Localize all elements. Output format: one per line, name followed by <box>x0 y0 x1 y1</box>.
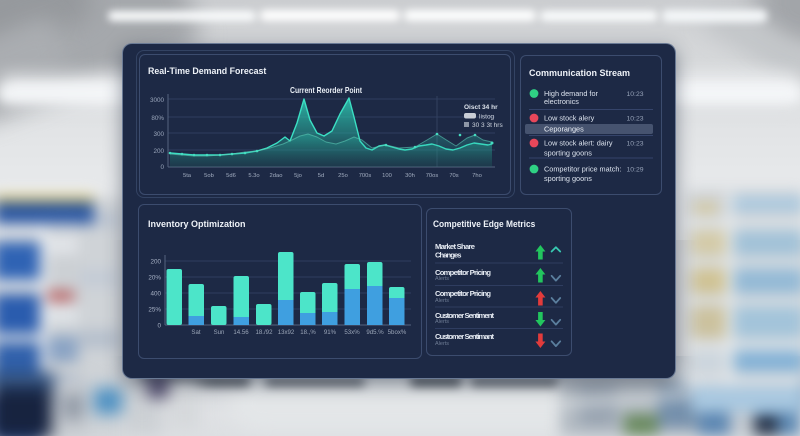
svg-text:Changes: Changes <box>435 251 462 260</box>
svg-text:5ob: 5ob <box>204 173 214 179</box>
svg-text:5box%: 5box% <box>388 329 407 336</box>
svg-text:25o: 25o <box>338 173 348 179</box>
svg-text:30 3 3t hrs: 30 3 3t hrs <box>472 122 503 129</box>
svg-text:5ta: 5ta <box>183 173 192 179</box>
svg-text:300: 300 <box>153 131 164 138</box>
svg-text:400: 400 <box>150 291 161 298</box>
svg-text:80%: 80% <box>151 115 164 122</box>
svg-text:14.56: 14.56 <box>233 329 249 336</box>
svg-text:Alerts: Alerts <box>435 298 449 304</box>
svg-text:High demand for: High demand for <box>544 89 599 98</box>
svg-text:700s: 700s <box>359 173 372 179</box>
svg-text:200: 200 <box>150 259 161 266</box>
svg-text:Alerts: Alerts <box>435 276 449 282</box>
svg-text:Alerts: Alerts <box>435 319 449 325</box>
svg-text:5.3o: 5.3o <box>248 173 259 179</box>
svg-text:70s: 70s <box>449 173 458 179</box>
svg-text:Competitor Pricing: Competitor Pricing <box>435 289 491 298</box>
svg-text:0: 0 <box>157 323 161 330</box>
svg-text:Competitor Pricing: Competitor Pricing <box>435 268 491 277</box>
svg-text:Current Reorder Point: Current Reorder Point <box>290 86 362 95</box>
svg-text:Sat: Sat <box>191 329 200 336</box>
svg-text:30h: 30h <box>405 173 415 179</box>
svg-text:sporting goons: sporting goons <box>544 149 592 158</box>
svg-text:5d: 5d <box>318 173 324 179</box>
svg-text:electronics: electronics <box>544 97 579 106</box>
svg-text:Low stock alert: dairy: Low stock alert: dairy <box>544 139 613 148</box>
svg-text:Ceporanges: Ceporanges <box>544 125 584 134</box>
svg-text:10:29: 10:29 <box>627 167 644 174</box>
svg-text:Sun: Sun <box>214 329 225 336</box>
svg-text:200: 200 <box>153 148 164 155</box>
svg-text:Competitor price match:: Competitor price match: <box>544 165 621 174</box>
svg-text:sporting goons: sporting goons <box>544 174 592 183</box>
svg-text:Customer Sentimant: Customer Sentimant <box>435 332 494 341</box>
svg-text:18.,%: 18.,% <box>300 329 316 336</box>
svg-text:91%: 91% <box>324 329 337 336</box>
svg-text:10:23: 10:23 <box>627 141 644 148</box>
svg-text:2dao: 2dao <box>270 173 283 179</box>
svg-text:10:23: 10:23 <box>627 91 644 98</box>
svg-text:53x%: 53x% <box>344 329 360 336</box>
svg-text:5jo: 5jo <box>294 173 302 179</box>
svg-text:5d6: 5d6 <box>226 173 236 179</box>
svg-text:10:23: 10:23 <box>627 116 644 123</box>
svg-text:Low stock alery: Low stock alery <box>544 114 595 123</box>
svg-text:25%: 25% <box>148 307 161 314</box>
svg-text:13x92: 13x92 <box>278 329 295 336</box>
svg-text:Market Share: Market Share <box>435 242 475 251</box>
svg-text:20%: 20% <box>148 275 161 282</box>
svg-text:Oisct 34 hr: Oisct 34 hr <box>464 104 498 111</box>
svg-text:9d5.%: 9d5.% <box>366 329 384 336</box>
svg-text:0: 0 <box>160 164 164 171</box>
svg-text:listog: listog <box>479 114 495 121</box>
svg-text:100: 100 <box>382 173 392 179</box>
svg-text:3000: 3000 <box>150 97 165 104</box>
svg-text:Alerts: Alerts <box>435 341 449 347</box>
svg-text:Customer Sentiment: Customer Sentiment <box>435 311 494 320</box>
svg-text:18./92: 18./92 <box>256 329 274 336</box>
svg-text:7ho: 7ho <box>472 173 482 179</box>
svg-text:70os: 70os <box>426 173 439 179</box>
